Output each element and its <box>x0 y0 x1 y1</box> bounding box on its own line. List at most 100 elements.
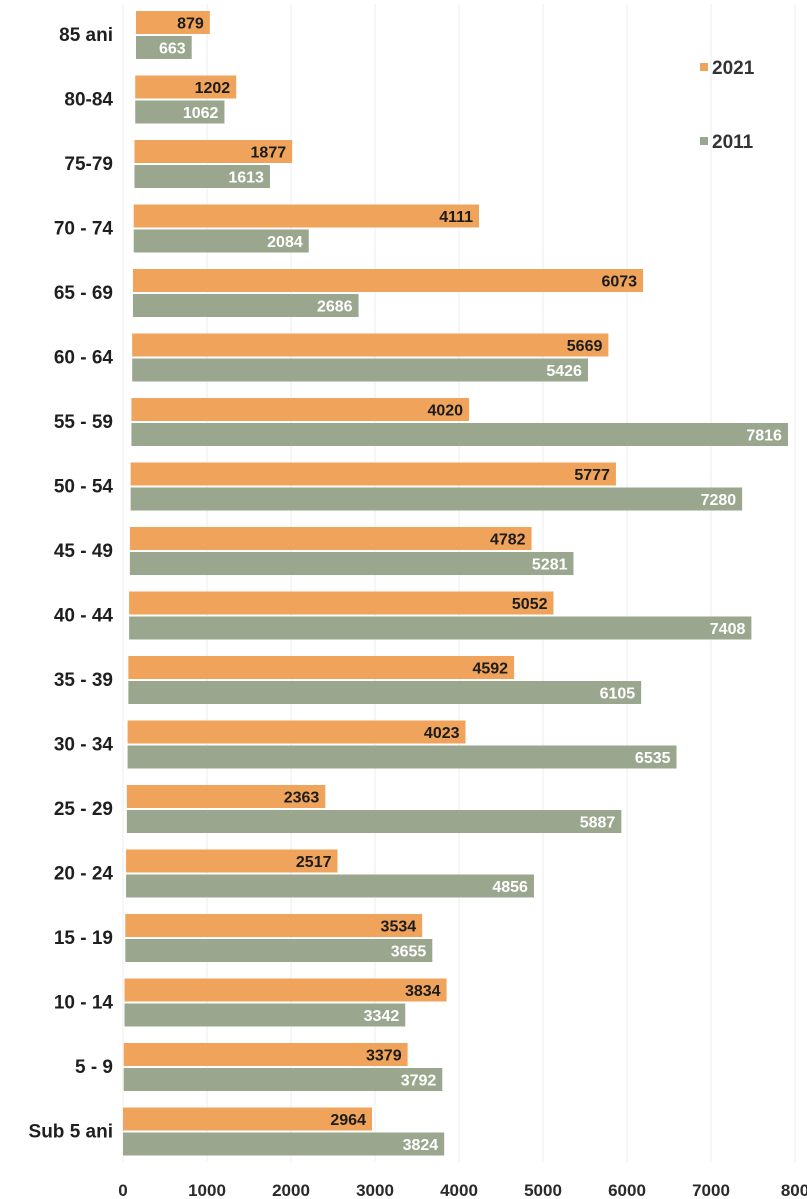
bar-2011 <box>130 487 743 511</box>
bar-2021 <box>129 527 532 550</box>
category-label: 70 - 74 <box>54 219 114 240</box>
bar-2021 <box>136 11 210 34</box>
data-label-2011: 4856 <box>492 879 528 896</box>
category-label: 55 - 59 <box>54 412 113 433</box>
data-label-2011: 6535 <box>635 750 671 767</box>
data-label-2011: 3342 <box>364 1008 400 1025</box>
bar-2021 <box>126 849 338 873</box>
bar-2011 <box>123 1068 443 1091</box>
data-label-2011: 663 <box>159 41 186 58</box>
data-label-2021: 2517 <box>296 854 332 871</box>
category-label: Sub 5 ani <box>29 1122 113 1143</box>
category-label: 10 - 14 <box>54 993 114 1014</box>
category-label: 35 - 39 <box>54 670 113 691</box>
category-label: 75-79 <box>64 154 113 175</box>
x-tick-label: 5000 <box>524 1181 562 1199</box>
data-label-2011: 1613 <box>228 170 264 187</box>
bar-2011 <box>129 552 574 575</box>
data-label-2021: 1877 <box>251 145 287 162</box>
data-label-2021: 4782 <box>490 532 526 549</box>
category-label: 85 ani <box>59 25 113 46</box>
data-label-2011: 7280 <box>701 492 737 509</box>
data-label-2021: 1202 <box>195 80 231 97</box>
bar-2011 <box>124 1003 406 1027</box>
data-label-2011: 3824 <box>403 1137 439 1154</box>
data-label-2021: 2964 <box>330 1112 366 1129</box>
data-label-2021: 4111 <box>439 209 473 226</box>
data-label-2021: 4023 <box>424 725 460 742</box>
category-label: 25 - 29 <box>54 799 113 820</box>
category-labels: 85 ani 80-84 75-79 70 - 74 65 - 69 60 - 64 55 … <box>29 25 114 1143</box>
x-tick-label: 800 <box>781 1181 807 1199</box>
bar-2011 <box>134 165 270 188</box>
x-tick-label: 7000 <box>692 1181 730 1199</box>
bar-2021 <box>132 269 644 292</box>
legend-swatch-2021 <box>700 63 708 71</box>
x-axis-ticks: 0 1000 2000 3000 4000 5000 6000 7000 800 <box>118 1181 807 1199</box>
data-label-2021: 6073 <box>601 274 637 291</box>
data-label-2011: 3792 <box>401 1073 437 1090</box>
bar-2011 <box>135 100 225 124</box>
category-label: 20 - 24 <box>54 864 114 885</box>
category-label: 15 - 19 <box>54 928 113 949</box>
data-label-2011: 6105 <box>600 686 636 703</box>
category-label: 40 - 44 <box>54 606 114 627</box>
category-label: 65 - 69 <box>54 283 113 304</box>
data-label-2011: 5887 <box>580 815 616 832</box>
x-tick-label: 1000 <box>188 1181 226 1199</box>
data-label-2021: 879 <box>177 16 204 33</box>
data-label-2021: 5777 <box>574 467 610 484</box>
bar-2011 <box>123 1132 445 1156</box>
bar-2021 <box>126 785 326 808</box>
data-label-2011: 7408 <box>710 621 746 638</box>
bar-2021 <box>124 978 447 1002</box>
data-label-2011: 2686 <box>317 299 353 316</box>
legend-swatch-2011 <box>700 137 708 145</box>
bar-2021 <box>123 1107 372 1131</box>
data-label-2021: 3534 <box>381 919 417 936</box>
bar-2011 <box>132 294 359 317</box>
category-label: 30 - 34 <box>54 735 114 756</box>
data-label-2011: 1062 <box>183 105 219 122</box>
bar-2021 <box>132 333 609 357</box>
bar-2011 <box>133 229 309 253</box>
data-label-2021: 5669 <box>567 338 603 355</box>
data-label-2021: 3379 <box>366 1048 402 1065</box>
x-tick-label: 6000 <box>608 1181 646 1199</box>
bar-2021 <box>131 398 470 421</box>
bar-2011 <box>129 616 752 640</box>
bars-group: 879 663 1202 1062 1877 1613 4111 2084 6073 2686 56… <box>123 11 788 1156</box>
x-tick-label: 0 <box>118 1181 127 1199</box>
bar-2021 <box>130 462 616 486</box>
data-label-2021: 4592 <box>472 661 508 678</box>
bar-2021 <box>123 1043 408 1066</box>
data-label-2011: 7816 <box>746 428 782 445</box>
legend-label-2021: 2021 <box>712 58 755 79</box>
category-label: 50 - 54 <box>54 477 114 498</box>
data-label-2011: 5281 <box>532 557 568 574</box>
x-tick-label: 3000 <box>356 1181 394 1199</box>
bar-2021 <box>133 204 480 228</box>
bar-2011 <box>132 358 588 382</box>
bar-2021 <box>127 720 466 744</box>
bar-2021 <box>134 140 293 163</box>
category-label: 45 - 49 <box>54 541 113 562</box>
data-label-2021: 2363 <box>284 790 320 807</box>
bar-2011 <box>136 36 192 59</box>
grid-lines <box>122 4 796 1162</box>
bar-2021 <box>125 914 423 937</box>
data-label-2021: 4020 <box>427 403 463 420</box>
bar-2011 <box>127 745 677 769</box>
data-label-2011: 2084 <box>267 234 303 251</box>
bar-2011 <box>126 810 622 833</box>
bar-2011 <box>126 874 534 898</box>
bar-2011 <box>128 681 642 704</box>
data-label-2021: 3834 <box>405 983 441 1000</box>
x-tick-label: 4000 <box>440 1181 478 1199</box>
data-label-2011: 5426 <box>546 363 582 380</box>
data-label-2021: 5052 <box>512 596 548 613</box>
x-tick-label: 2000 <box>272 1181 310 1199</box>
category-label: 60 - 64 <box>54 348 114 369</box>
bar-2021 <box>129 591 554 615</box>
